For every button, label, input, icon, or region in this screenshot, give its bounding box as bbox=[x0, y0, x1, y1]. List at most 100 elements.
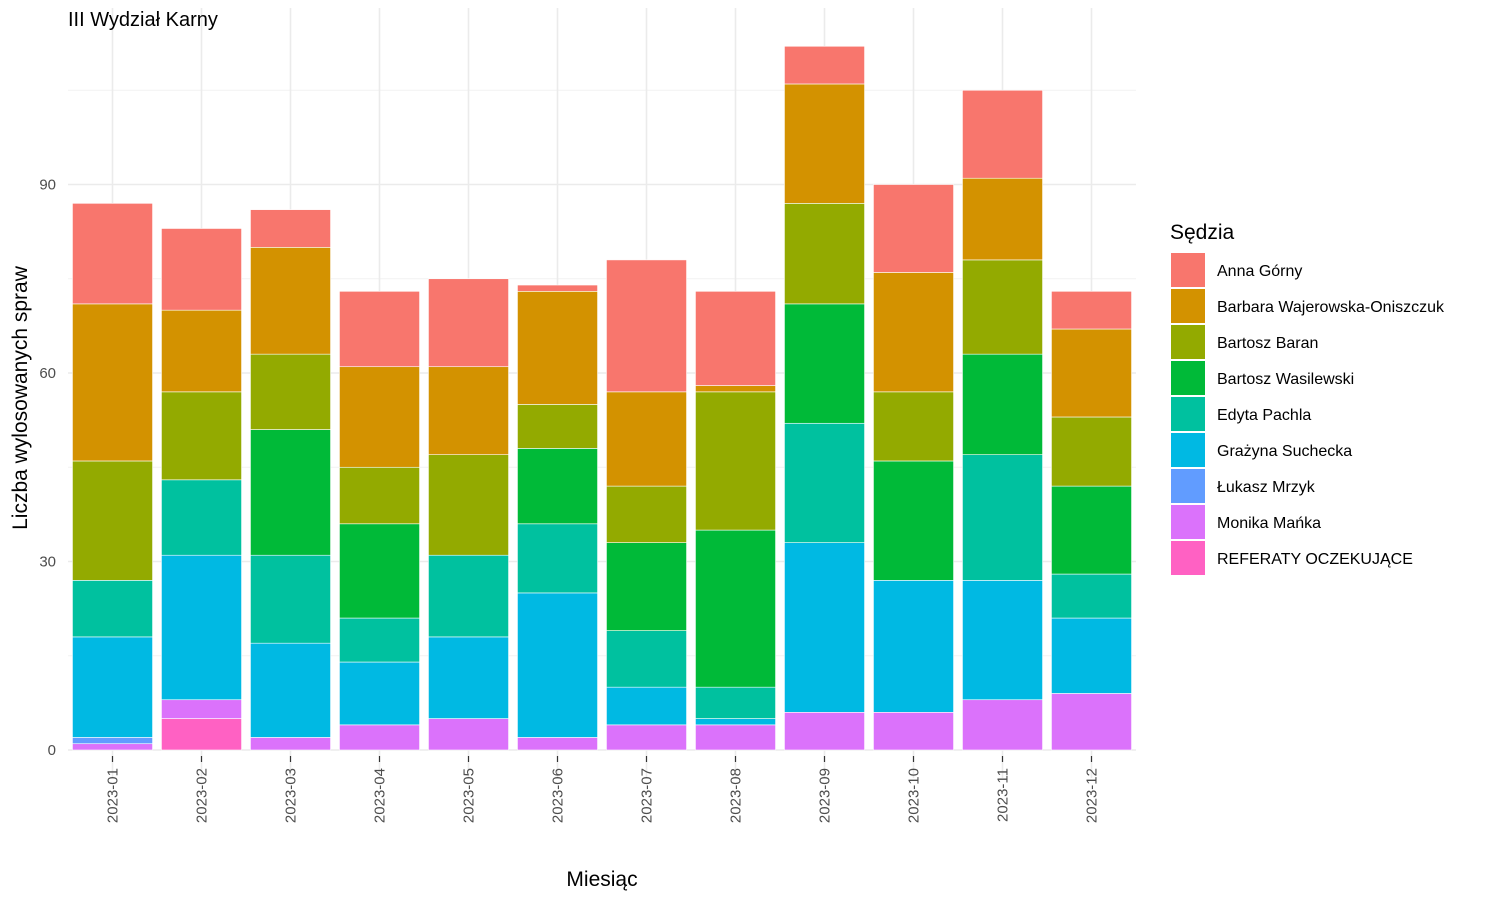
bar-segment bbox=[873, 184, 954, 273]
bar-segment bbox=[873, 272, 954, 393]
legend-label: Bartosz Baran bbox=[1217, 335, 1318, 352]
bar-segment bbox=[250, 353, 331, 430]
bar-segment bbox=[517, 737, 598, 751]
legend: Sędzia Anna Górny Barbara Wajerowska-Onis… bbox=[1170, 221, 1445, 575]
bar-segment bbox=[695, 724, 776, 751]
bar-segment bbox=[161, 699, 242, 719]
legend-swatch bbox=[1171, 361, 1205, 395]
legend-label: Łukasz Mrzyk bbox=[1217, 479, 1316, 496]
bar-segment bbox=[1051, 617, 1132, 694]
x-tick-label: 2023-03 bbox=[283, 768, 300, 823]
bar-segment bbox=[784, 711, 865, 751]
x-tick-label: 2023-11 bbox=[995, 768, 1012, 822]
bar-segment bbox=[72, 743, 153, 751]
x-tick-label: 2023-01 bbox=[105, 768, 122, 823]
bar-segment bbox=[784, 203, 865, 305]
bar-segment bbox=[250, 737, 331, 751]
bar-segment bbox=[250, 429, 331, 556]
x-tick-label: 2023-02 bbox=[194, 768, 211, 823]
bar-segment bbox=[873, 580, 954, 713]
y-tick-label: 60 bbox=[39, 365, 56, 382]
legend-label: Barbara Wajerowska-Oniszczuk bbox=[1217, 299, 1445, 316]
bar-segment bbox=[72, 203, 153, 305]
bar-segment bbox=[606, 686, 687, 726]
y-tick-label: 0 bbox=[48, 742, 56, 759]
bar-segment bbox=[784, 303, 865, 424]
bar-segment bbox=[873, 460, 954, 581]
bar-segment bbox=[339, 724, 420, 751]
bar-segment bbox=[606, 259, 687, 393]
bar-segment bbox=[1051, 573, 1132, 619]
x-tick-label: 2023-10 bbox=[906, 768, 923, 823]
x-tick-label: 2023-09 bbox=[817, 768, 834, 823]
bar-segment bbox=[72, 737, 153, 745]
bar-segment bbox=[962, 580, 1043, 701]
bar-segment bbox=[695, 718, 776, 726]
legend-label: Edyta Pachla bbox=[1217, 407, 1311, 424]
bar-segment bbox=[72, 580, 153, 638]
bar-segment bbox=[962, 89, 1043, 179]
x-tick-label: 2023-04 bbox=[372, 768, 389, 823]
legend-label: Anna Górny bbox=[1217, 263, 1302, 280]
bar-segment bbox=[962, 259, 1043, 355]
bar-segment bbox=[339, 366, 420, 468]
bar-segment bbox=[161, 718, 242, 751]
bar-segment bbox=[428, 636, 509, 719]
bar-segment bbox=[962, 353, 1043, 455]
bar-segment bbox=[517, 284, 598, 292]
x-tick-label: 2023-05 bbox=[461, 768, 478, 823]
bar-segment bbox=[161, 309, 242, 393]
bar-segment bbox=[72, 636, 153, 738]
bar-segment bbox=[695, 391, 776, 531]
bar-segment bbox=[517, 291, 598, 405]
bar-segment bbox=[72, 303, 153, 462]
legend-label: Bartosz Wasilewski bbox=[1217, 371, 1354, 388]
bar-segment bbox=[428, 278, 509, 368]
bar-segment bbox=[428, 554, 509, 638]
legend-title: Sędzia bbox=[1170, 221, 1235, 244]
legend-label: Monika Mańka bbox=[1217, 515, 1321, 532]
bar-segment bbox=[784, 422, 865, 543]
bar-segment bbox=[339, 466, 420, 525]
bar-segment bbox=[784, 45, 865, 85]
bars bbox=[72, 45, 1132, 751]
bar-segment bbox=[606, 485, 687, 543]
bar-segment bbox=[873, 711, 954, 751]
bar-segment bbox=[250, 247, 331, 355]
legend-swatch bbox=[1171, 289, 1205, 323]
bar-segment bbox=[962, 454, 1043, 581]
y-tick-label: 30 bbox=[39, 554, 56, 571]
y-tick-label: 90 bbox=[39, 177, 56, 194]
legend-label: REFERATY OCZEKUJĄCE bbox=[1217, 551, 1413, 568]
legend-swatch bbox=[1171, 433, 1205, 467]
x-tick-label: 2023-07 bbox=[639, 768, 656, 823]
bar-segment bbox=[161, 228, 242, 311]
bar-segment bbox=[1051, 416, 1132, 487]
y-axis-title: Liczba wylosowanych spraw bbox=[9, 265, 32, 530]
bar-segment bbox=[962, 177, 1043, 261]
legend-swatch bbox=[1171, 505, 1205, 539]
bar-segment bbox=[339, 523, 420, 619]
bar-segment bbox=[695, 385, 776, 393]
bar-segment bbox=[695, 686, 776, 719]
bar-segment bbox=[428, 718, 509, 751]
bar-segment bbox=[250, 209, 331, 248]
legend-swatch bbox=[1171, 325, 1205, 359]
legend-swatch bbox=[1171, 469, 1205, 503]
bar-segment bbox=[606, 542, 687, 631]
legend-swatch bbox=[1171, 397, 1205, 431]
bar-segment bbox=[428, 454, 509, 556]
bar-segment bbox=[250, 554, 331, 644]
bar-segment bbox=[339, 617, 420, 663]
bar-segment bbox=[1051, 328, 1132, 418]
bar-segment bbox=[784, 542, 865, 713]
bar-segment bbox=[339, 661, 420, 726]
bar-segment bbox=[428, 366, 509, 455]
bar-segment bbox=[161, 554, 242, 701]
bar-segment bbox=[606, 630, 687, 688]
bar-segment bbox=[517, 592, 598, 738]
x-tick-label: 2023-12 bbox=[1084, 768, 1101, 823]
bar-segment bbox=[695, 529, 776, 688]
x-axis-title: Miesiąc bbox=[566, 868, 637, 891]
legend-swatch bbox=[1171, 541, 1205, 575]
